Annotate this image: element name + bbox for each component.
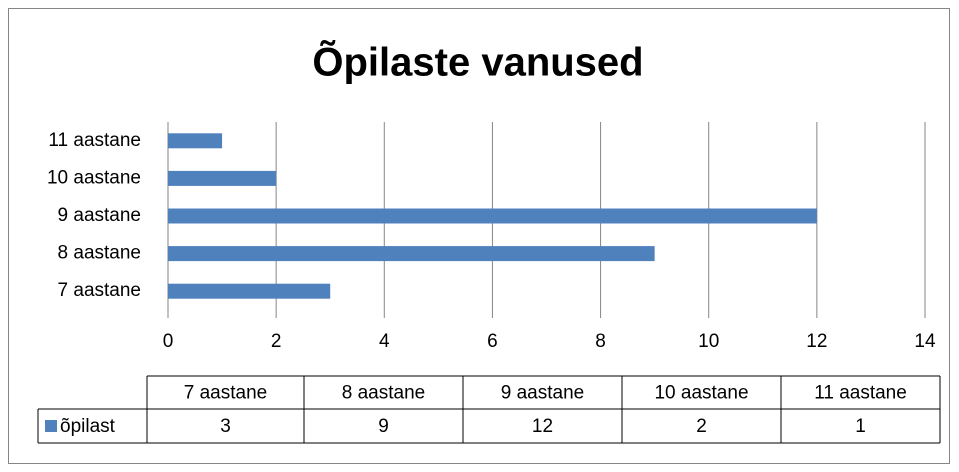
table-header: 7 aastane	[184, 383, 267, 404]
x-tick-label: 8	[595, 331, 606, 352]
table-value: 1	[855, 416, 866, 437]
table-header: 11 aastane	[814, 383, 907, 404]
y-tick-label: 11 aastane	[48, 130, 141, 151]
x-tick-label: 0	[163, 331, 174, 352]
table-value: 12	[532, 416, 553, 437]
x-tick-label: 4	[379, 331, 390, 352]
bar	[168, 283, 331, 299]
x-tick-label: 2	[271, 331, 282, 352]
table-value: 9	[378, 416, 389, 437]
legend-label: õpilast	[60, 416, 116, 437]
bar	[168, 208, 817, 224]
y-tick-label: 9 aastane	[58, 205, 141, 226]
y-tick-label: 7 aastane	[58, 280, 141, 301]
bar	[168, 170, 277, 186]
x-tick-label: 6	[487, 331, 498, 352]
bar	[168, 246, 655, 262]
x-tick-label: 14	[914, 331, 936, 352]
chart-title: Õpilaste vanused	[312, 39, 643, 85]
table-value: 2	[696, 416, 707, 437]
y-tick-label: 8 aastane	[58, 243, 141, 264]
y-tick-label: 10 aastane	[47, 167, 141, 188]
bar	[168, 133, 223, 149]
table-header: 10 aastane	[654, 383, 748, 404]
legend-key	[45, 420, 57, 432]
x-tick-label: 12	[806, 331, 827, 352]
table-value: 3	[220, 416, 231, 437]
table-header: 9 aastane	[501, 383, 584, 404]
table-header: 8 aastane	[342, 383, 425, 404]
chart-border	[8, 8, 950, 464]
x-tick-label: 10	[698, 331, 719, 352]
